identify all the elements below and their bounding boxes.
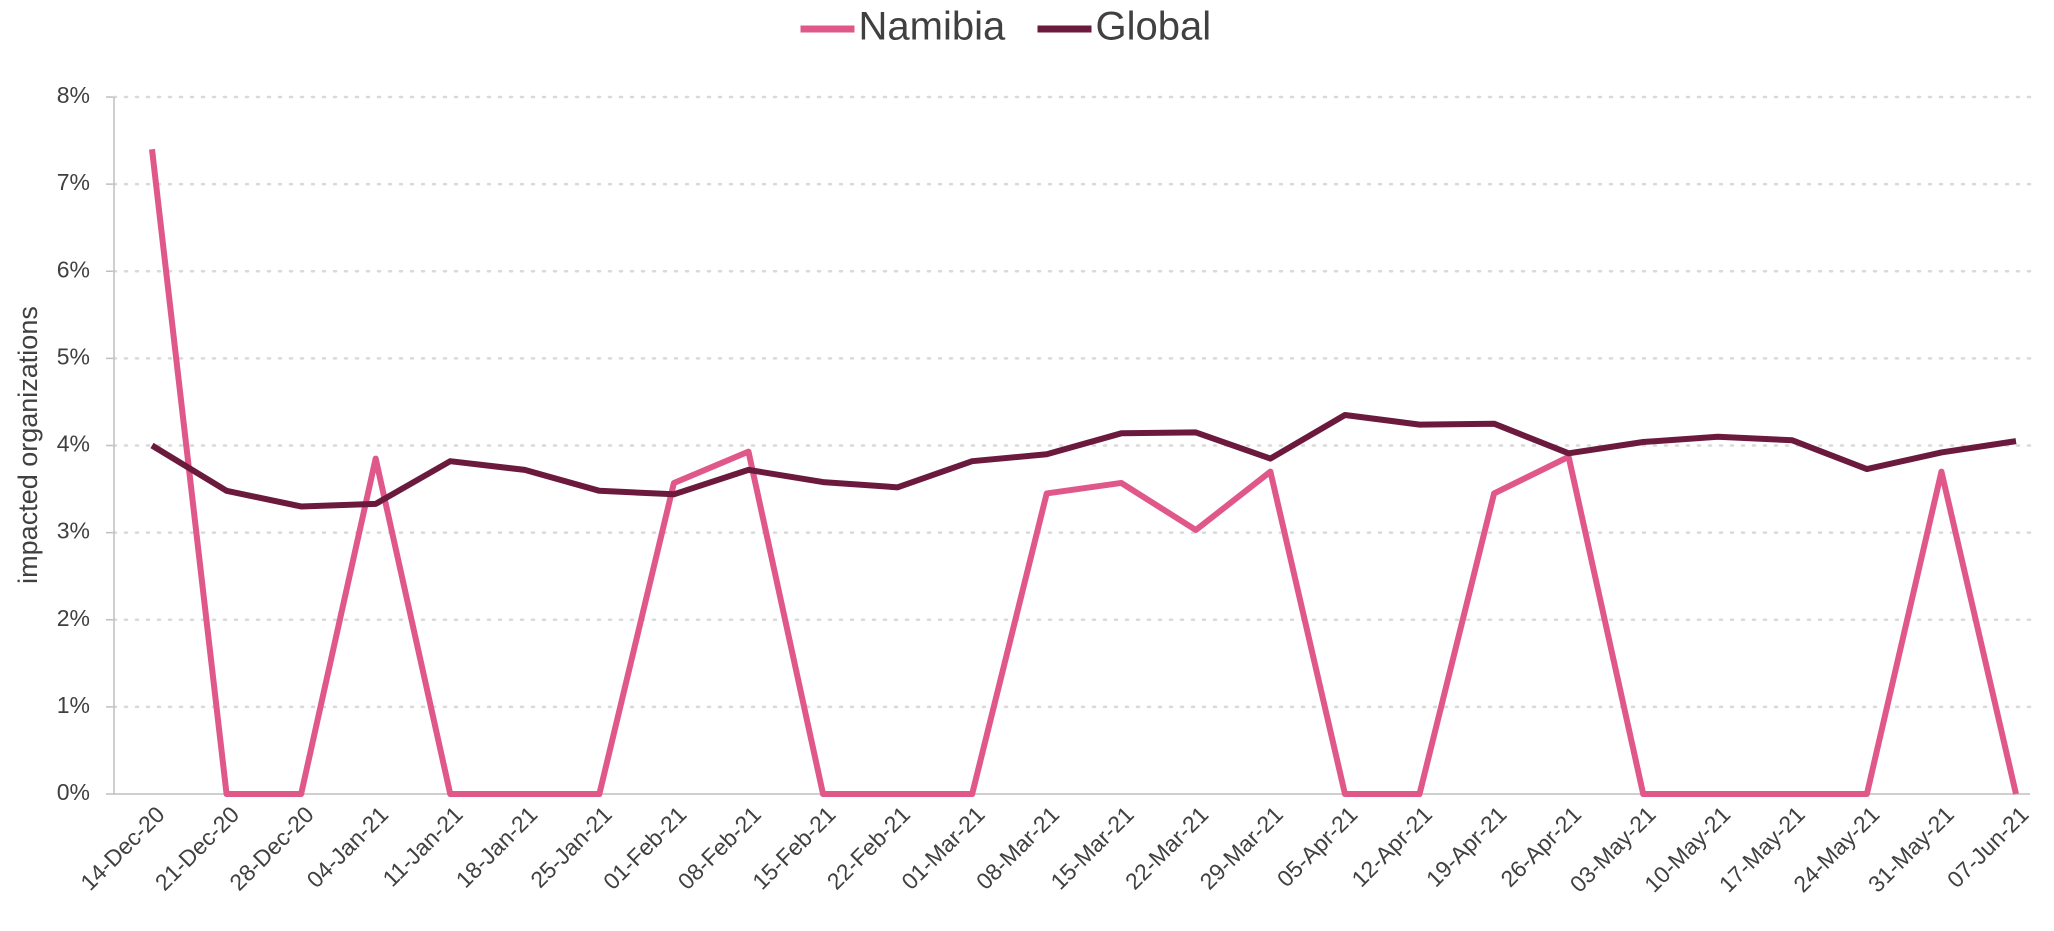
x-tick-label: 19-Apr-21 (1421, 801, 1512, 892)
y-tick-label: 1% (57, 692, 90, 718)
y-tick-label: 5% (57, 343, 90, 369)
y-tick-label: 8% (57, 82, 90, 108)
y-tick-label: 0% (57, 779, 90, 805)
y-tick-label: 4% (57, 431, 90, 457)
y-tick-label: 7% (57, 169, 90, 195)
x-tick-label: 05-Apr-21 (1272, 801, 1363, 892)
y-tick-label: 6% (57, 256, 90, 282)
legend-label: Namibia (859, 5, 1006, 49)
y-axis-title: impacted organizations (13, 306, 43, 584)
y-tick-label: 3% (57, 518, 90, 544)
legend-label: Global (1096, 5, 1212, 49)
y-tick-label: 2% (57, 605, 90, 631)
x-tick-label: 07-Jun-21 (1942, 801, 2034, 893)
line-series (149, 148, 2019, 797)
x-tick-label: 12-Apr-21 (1346, 801, 1437, 892)
x-tick-label: 04-Jan-21 (302, 801, 394, 893)
line-series (150, 412, 2017, 510)
